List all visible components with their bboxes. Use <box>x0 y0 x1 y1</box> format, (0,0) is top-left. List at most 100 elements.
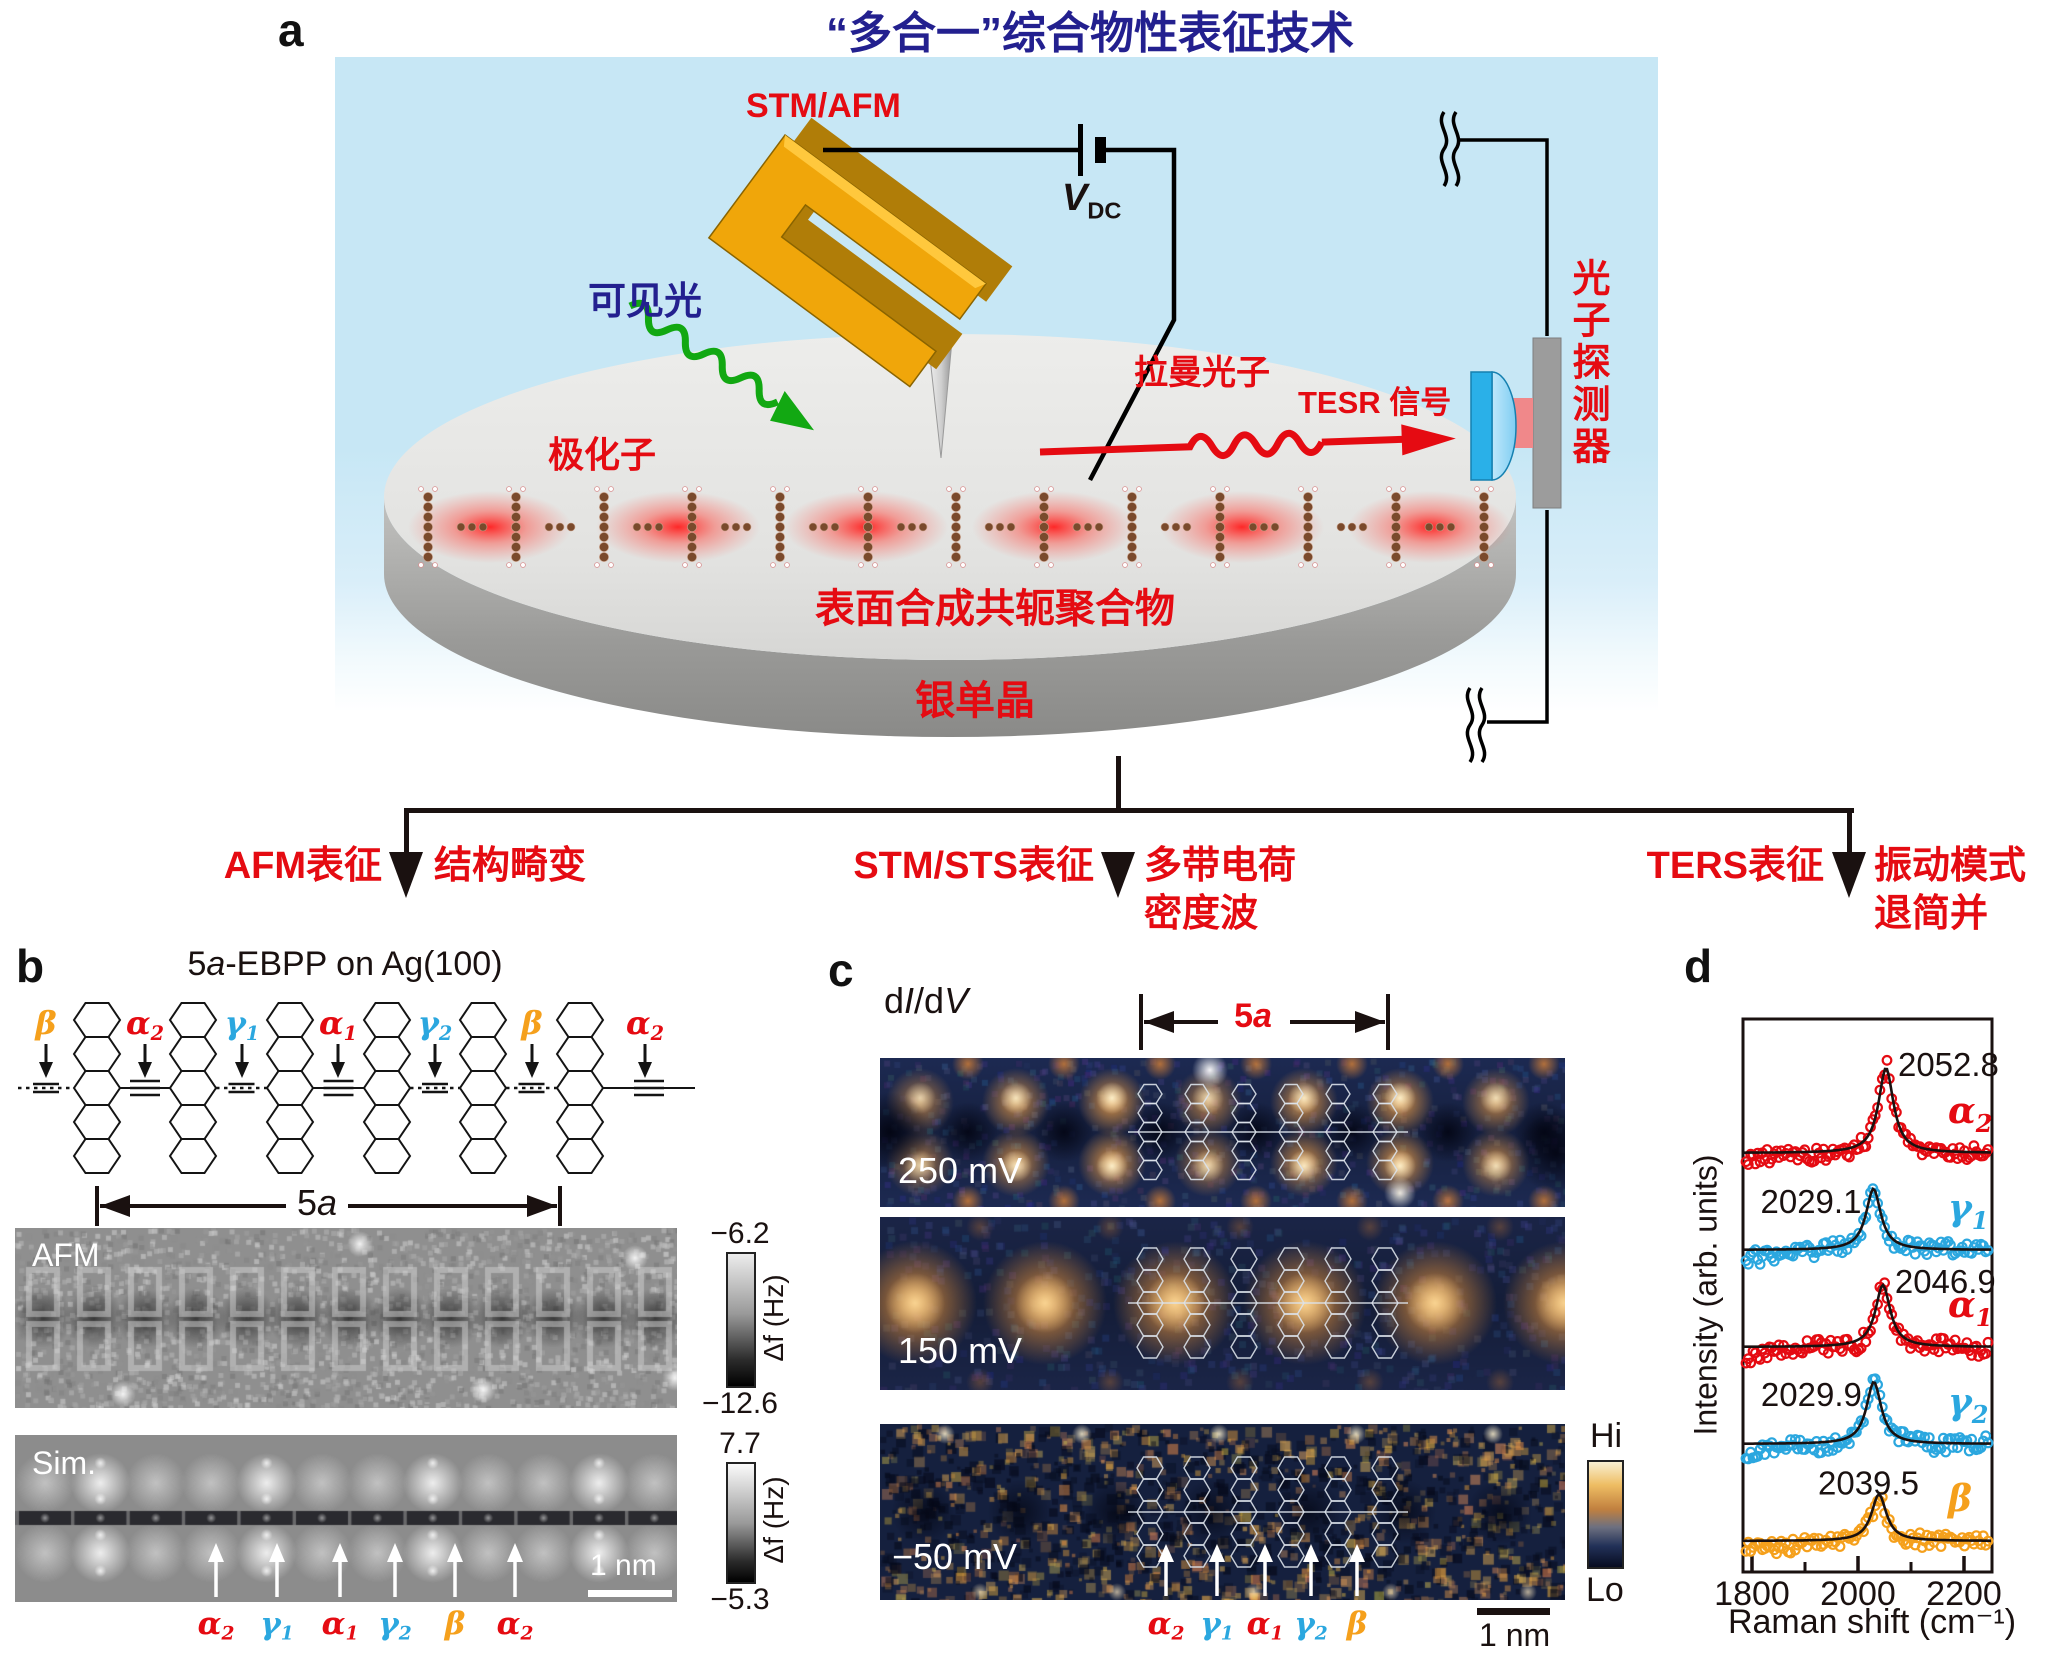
series-name-4: β <box>1946 1478 1972 1520</box>
branch-stm-result-2: 密度波 <box>1144 893 1259 935</box>
photon-detector-label: 光子探测器 <box>1566 258 1609 468</box>
peak-value-3: 2029.9 <box>1761 1376 1862 1413</box>
mode-label-α1: α1 <box>321 1606 359 1645</box>
mode-label-γ2: γ2 <box>378 1606 412 1645</box>
mode-label-α2: α2 <box>496 1606 534 1645</box>
series-fit-2 <box>1743 1282 1991 1348</box>
didv-v: V <box>944 980 969 1021</box>
series-points-3 <box>1740 1373 1994 1465</box>
series-name-0: α2 <box>1948 1090 1992 1138</box>
branch-afm-method: AFM表征 <box>223 845 382 887</box>
polaron-label: 极化子 <box>548 434 657 475</box>
title-post: -EBPP on Ag(100) <box>225 945 503 983</box>
mode-label-α1: α1 <box>319 1004 357 1045</box>
peak-value-0: 2052.8 <box>1898 1046 1999 1083</box>
panel-d-label: d <box>1684 940 1713 992</box>
figure-title: “多合一”综合物性表征技术 <box>826 9 1354 58</box>
bias-label-250mv: 250 mV <box>898 1150 1023 1191</box>
branch-ters-method: TERS表征 <box>1646 845 1824 887</box>
branch-ters-result-2: 退简并 <box>1874 893 1989 935</box>
afm-colorbar <box>726 1252 756 1388</box>
didv-i: I <box>904 980 915 1021</box>
peak-value-2: 2046.9 <box>1895 1263 1996 1300</box>
raman-photon-label: 拉曼光子 <box>1134 354 1270 392</box>
series-points-1 <box>1740 1183 1994 1270</box>
title-italic: a <box>206 945 226 983</box>
series-name-3: γ2 <box>1948 1381 1988 1429</box>
didv-label: dI/dV <box>884 980 969 1021</box>
sim-colorbar-min: −5.3 <box>710 1583 770 1616</box>
bias-symbol: V <box>1062 177 1088 219</box>
series-name-1: γ1 <box>1948 1187 1988 1235</box>
mode-label-α2: α2 <box>626 1004 664 1045</box>
didv-colorbar <box>1587 1460 1624 1569</box>
branch-afm-result: 结构畸变 <box>434 845 587 887</box>
bias-subscript: DC <box>1087 197 1122 224</box>
didv-mode-label-4: β <box>1347 1606 1368 1642</box>
tesr-signal-label: TESR 信号 <box>1298 385 1452 420</box>
mode-label-β: β <box>521 1004 543 1042</box>
series-points-2 <box>1740 1277 1994 1369</box>
bond-label-4: γ2 <box>418 1004 452 1045</box>
didv-mode-label-2: α1 <box>1247 1606 1284 1645</box>
afm-colorbar-min: −12.6 <box>702 1387 778 1420</box>
sim-mode-label-2: α1 <box>322 1606 359 1645</box>
mode-label-γ2: γ2 <box>417 1004 453 1045</box>
period-label-b: 5a <box>296 1182 338 1223</box>
didv-mode-label-3: γ2 <box>1294 1606 1327 1645</box>
afm-simulation-image <box>15 1435 677 1602</box>
mode-label-α2: α2 <box>1147 1606 1185 1645</box>
polymer-label: 表面合成共轭聚合物 <box>815 587 1175 631</box>
branch-stm-method: STM/STS表征 <box>853 845 1094 887</box>
sim-scalebar-label: 1 nm <box>590 1549 657 1582</box>
colorbar-hi-label: Hi <box>1590 1417 1623 1455</box>
bond-label-arrows <box>39 1044 652 1078</box>
mode-label-β: β <box>35 1004 57 1042</box>
mode-label-α2: α2 <box>126 1004 164 1045</box>
series-name-2: α1 <box>1948 1284 1992 1332</box>
didv-mode-label-1: γ1 <box>1200 1606 1233 1645</box>
mode-label-γ1: γ1 <box>224 1004 260 1045</box>
substrate-label: 银单晶 <box>915 679 1035 723</box>
period-italic: a <box>317 1182 338 1223</box>
mode-label-β: β <box>1346 1606 1368 1642</box>
bond-label-5: β <box>521 1004 542 1042</box>
mode-label-α1: α1 <box>1246 1606 1284 1645</box>
y-axis-title: Intensity (arb. units) <box>1687 1154 1724 1436</box>
mode-label-γ2: γ2 <box>1294 1606 1328 1645</box>
series-points-0 <box>1740 1054 1994 1170</box>
sim-colorbar-max: 7.7 <box>719 1427 761 1460</box>
colorbar-lo-label: Lo <box>1586 1571 1624 1609</box>
probe-label: STM/AFM <box>746 87 901 125</box>
sim-colorbar <box>726 1462 756 1584</box>
didv-mode-label-0: α2 <box>1148 1606 1185 1645</box>
sim-mode-label-1: γ1 <box>260 1606 293 1645</box>
period-italic-c: a <box>1253 997 1272 1035</box>
peak-value-4: 2039.5 <box>1818 1464 1919 1501</box>
bias-label-minus50mv: −50 mV <box>892 1536 1018 1577</box>
bond-label-1: α2 <box>126 1004 164 1045</box>
sim-mode-label-4: β <box>445 1606 466 1642</box>
series-fit-1 <box>1743 1186 1991 1251</box>
afm-colorbar-unit: Δf (Hz) <box>757 1274 789 1362</box>
mode-label-γ1: γ1 <box>260 1606 294 1645</box>
series-fit-3 <box>1743 1381 1991 1445</box>
panel-b-title: 5a-EBPP on Ag(100) <box>187 946 502 983</box>
x-axis-title: Raman shift (cm⁻¹) <box>1727 1603 2017 1641</box>
peak-value-1: 2029.1 <box>1760 1183 1861 1220</box>
period-pre-c: 5 <box>1234 997 1253 1035</box>
bias-label-150mv: 150 mV <box>898 1330 1023 1371</box>
branch-ters-result-1: 振动模式 <box>1874 845 2027 887</box>
sim-mode-label-0: α2 <box>198 1606 235 1645</box>
period-pre: 5 <box>296 1182 317 1223</box>
didv-d2: /d <box>914 980 945 1021</box>
sim-scalebar <box>588 1590 672 1597</box>
sim-mode-label-5: α2 <box>497 1606 534 1645</box>
didv-d1: d <box>884 980 905 1021</box>
bond-label-3: α1 <box>319 1004 357 1045</box>
period-label-c: 5a <box>1234 998 1272 1035</box>
mode-label-β: β <box>444 1606 466 1642</box>
bias-voltage-label: VDC <box>1062 177 1122 224</box>
